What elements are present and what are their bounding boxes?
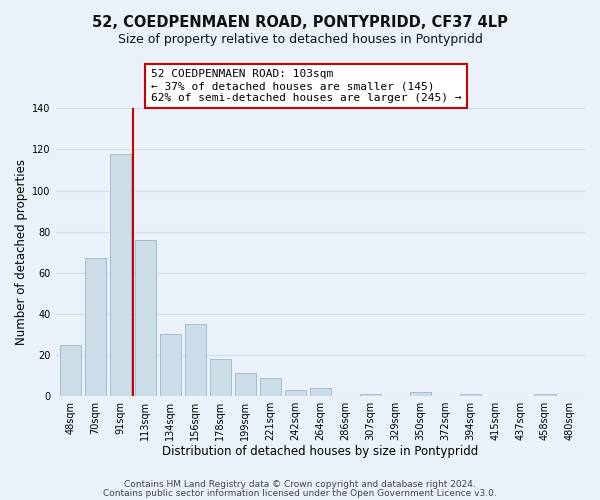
Bar — [135, 240, 156, 396]
Bar — [85, 258, 106, 396]
Bar — [235, 374, 256, 396]
Bar — [160, 334, 181, 396]
Text: Size of property relative to detached houses in Pontypridd: Size of property relative to detached ho… — [118, 32, 482, 46]
Bar — [460, 394, 481, 396]
Bar — [185, 324, 206, 396]
Text: Contains public sector information licensed under the Open Government Licence v3: Contains public sector information licen… — [103, 488, 497, 498]
Bar — [410, 392, 431, 396]
Bar — [310, 388, 331, 396]
Bar — [535, 394, 556, 396]
Bar — [260, 378, 281, 396]
Text: Contains HM Land Registry data © Crown copyright and database right 2024.: Contains HM Land Registry data © Crown c… — [124, 480, 476, 489]
X-axis label: Distribution of detached houses by size in Pontypridd: Distribution of detached houses by size … — [162, 444, 478, 458]
Bar — [210, 359, 231, 396]
Bar — [110, 154, 131, 396]
Y-axis label: Number of detached properties: Number of detached properties — [15, 159, 28, 345]
Bar — [284, 390, 306, 396]
Bar — [60, 344, 81, 396]
Text: 52 COEDPENMAEN ROAD: 103sqm
← 37% of detached houses are smaller (145)
62% of se: 52 COEDPENMAEN ROAD: 103sqm ← 37% of det… — [151, 70, 461, 102]
Text: 52, COEDPENMAEN ROAD, PONTYPRIDD, CF37 4LP: 52, COEDPENMAEN ROAD, PONTYPRIDD, CF37 4… — [92, 15, 508, 30]
Bar — [359, 394, 381, 396]
